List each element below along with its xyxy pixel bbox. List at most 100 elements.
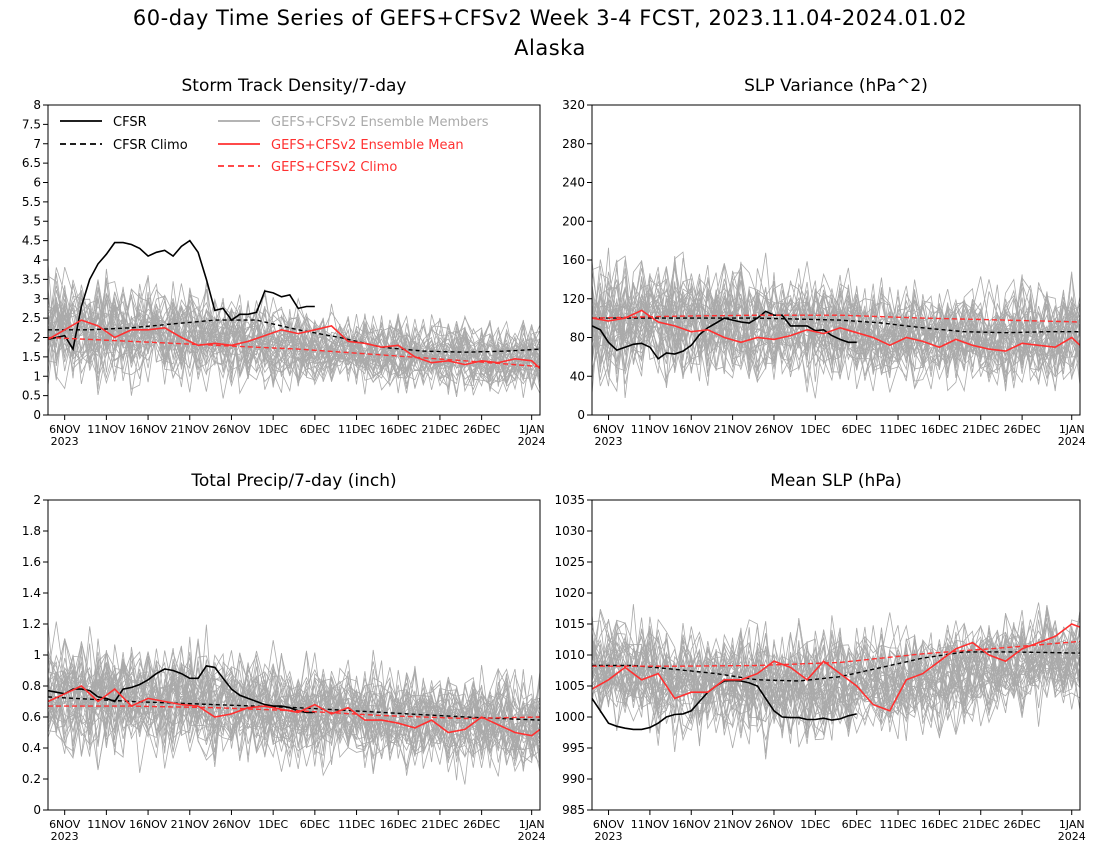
y-tick-label: 3 xyxy=(33,292,41,306)
y-tick-label: 1015 xyxy=(554,617,585,631)
ensemble-member-line xyxy=(48,639,540,771)
legend-label: CFSR xyxy=(113,115,147,130)
y-tick-label: 1.6 xyxy=(22,555,41,569)
x-tick-label: 11DEC xyxy=(338,818,375,831)
gefs-climo-line xyxy=(592,640,1081,667)
y-tick-label: 990 xyxy=(562,772,585,786)
cfsr-observed-line xyxy=(591,679,857,731)
ensemble-member-line xyxy=(592,610,1080,739)
x-tick-label: 6DEC xyxy=(842,423,872,436)
y-tick-label: 1.2 xyxy=(22,617,41,631)
y-tick-label: 0.2 xyxy=(22,772,41,786)
ensemble-member-line xyxy=(592,286,1080,370)
y-tick-label: 995 xyxy=(562,741,585,755)
x-tick-label: 1DEC xyxy=(258,423,288,436)
gefs-mean-line xyxy=(591,623,1081,712)
ensemble-member-line xyxy=(592,629,1080,739)
x-tick-label: 6NOV xyxy=(49,818,81,831)
x-tick-label: 21NOV xyxy=(714,423,753,436)
y-tick-label: 160 xyxy=(562,253,585,267)
cfsr-observed-line xyxy=(47,239,315,352)
y-tick-label: 6.5 xyxy=(22,156,41,170)
y-tick-label: 5 xyxy=(33,214,41,228)
ensemble-member-line xyxy=(48,296,540,393)
ensemble-member-line xyxy=(48,294,540,391)
x-tick-label: 11DEC xyxy=(879,423,916,436)
x-tick-label: 16NOV xyxy=(672,818,711,831)
panel-title: Storm Track Density/7-day xyxy=(182,76,407,96)
x-tick-label: 16NOV xyxy=(672,423,711,436)
ensemble-member-line xyxy=(48,623,540,761)
x-tick-label: 16DEC xyxy=(921,423,958,436)
legend-label: GEFS+CFSv2 Ensemble Members xyxy=(271,115,489,130)
y-tick-label: 120 xyxy=(562,292,585,306)
ensemble-member-line xyxy=(592,266,1080,393)
page-title: 60-day Time Series of GEFS+CFSv2 Week 3-… xyxy=(132,6,968,30)
x-tick-label: 1DEC xyxy=(258,818,288,831)
x-tick-label: 11NOV xyxy=(87,818,126,831)
ensemble-member-line xyxy=(48,651,540,760)
panel-frame xyxy=(47,499,541,811)
y-tick-label: 1.4 xyxy=(22,586,41,600)
y-tick-label: 2 xyxy=(33,331,41,345)
y-tick-label: 320 xyxy=(562,98,585,112)
y-tick-label: 2.5 xyxy=(22,311,41,325)
x-tick-label: 16NOV xyxy=(129,818,168,831)
chart-panel-4: Mean SLP (hPa) 985 990 995 1000 1005 1010 1015 1… xyxy=(554,471,1085,843)
x-tick-label: 16DEC xyxy=(921,818,958,831)
y-tick-label: 1010 xyxy=(554,648,585,662)
x-tick-label: 21NOV xyxy=(171,818,210,831)
gefs-climo-line xyxy=(591,314,1081,323)
x-tick-label: 1JAN xyxy=(1059,818,1085,831)
x-tick-label: 6DEC xyxy=(842,818,872,831)
x-tick-year-label: 2023 xyxy=(51,435,79,448)
y-tick-label: 1035 xyxy=(554,493,585,507)
ensemble-member-line xyxy=(592,273,1080,376)
x-tick-label: 6DEC xyxy=(300,423,330,436)
gefs-mean-line xyxy=(591,309,1081,352)
y-tick-label: 80 xyxy=(570,331,585,345)
x-tick-year-label: 2024 xyxy=(1058,435,1086,448)
x-tick-label: 26DEC xyxy=(1004,423,1041,436)
y-tick-label: 7 xyxy=(33,137,41,151)
ensemble-member-line xyxy=(592,609,1080,736)
chart-panel-1: Storm Track Density/7-day 0 0.5 1 1.5 2 2.5 3 3.… xyxy=(22,76,546,448)
y-tick-label: 0 xyxy=(33,408,41,422)
y-tick-label: 40 xyxy=(570,369,585,383)
y-tick-label: 985 xyxy=(562,803,585,817)
x-tick-label: 21DEC xyxy=(962,818,999,831)
ensemble-member-line xyxy=(48,275,540,382)
gefs-mean-line xyxy=(47,319,541,370)
x-tick-label: 16DEC xyxy=(380,423,417,436)
y-tick-label: 1000 xyxy=(554,710,585,724)
x-tick-year-label: 2023 xyxy=(595,435,623,448)
y-tick-label: 1005 xyxy=(554,679,585,693)
y-tick-label: 0.6 xyxy=(22,710,41,724)
x-tick-label: 6NOV xyxy=(593,818,625,831)
ensemble-member-line xyxy=(48,288,540,386)
region-subtitle: Alaska xyxy=(514,36,586,60)
y-tick-label: 3.5 xyxy=(22,272,41,286)
x-tick-label: 26NOV xyxy=(755,818,794,831)
x-tick-label: 1DEC xyxy=(800,423,830,436)
x-tick-year-label: 2024 xyxy=(1058,830,1086,843)
x-tick-label: 6NOV xyxy=(49,423,81,436)
x-tick-label: 1JAN xyxy=(519,818,545,831)
legend-label: CFSR Climo xyxy=(113,138,188,153)
ensemble-member-line xyxy=(48,288,540,385)
y-tick-label: 6 xyxy=(33,176,41,190)
y-tick-label: 7.5 xyxy=(22,117,41,131)
cfsr-observed-line xyxy=(591,310,857,360)
x-tick-year-label: 2023 xyxy=(595,830,623,843)
y-tick-label: 0 xyxy=(577,408,585,422)
cfsr-climo-line xyxy=(592,317,1080,334)
x-tick-label: 21NOV xyxy=(171,423,210,436)
y-tick-label: 0 xyxy=(33,803,41,817)
panel-title: Mean SLP (hPa) xyxy=(770,471,902,491)
ensemble-member-line xyxy=(592,265,1080,381)
ensemble-members xyxy=(48,621,540,785)
x-tick-label: 26NOV xyxy=(755,423,794,436)
y-tick-label: 1 xyxy=(33,369,41,383)
y-tick-label: 1.8 xyxy=(22,524,41,538)
